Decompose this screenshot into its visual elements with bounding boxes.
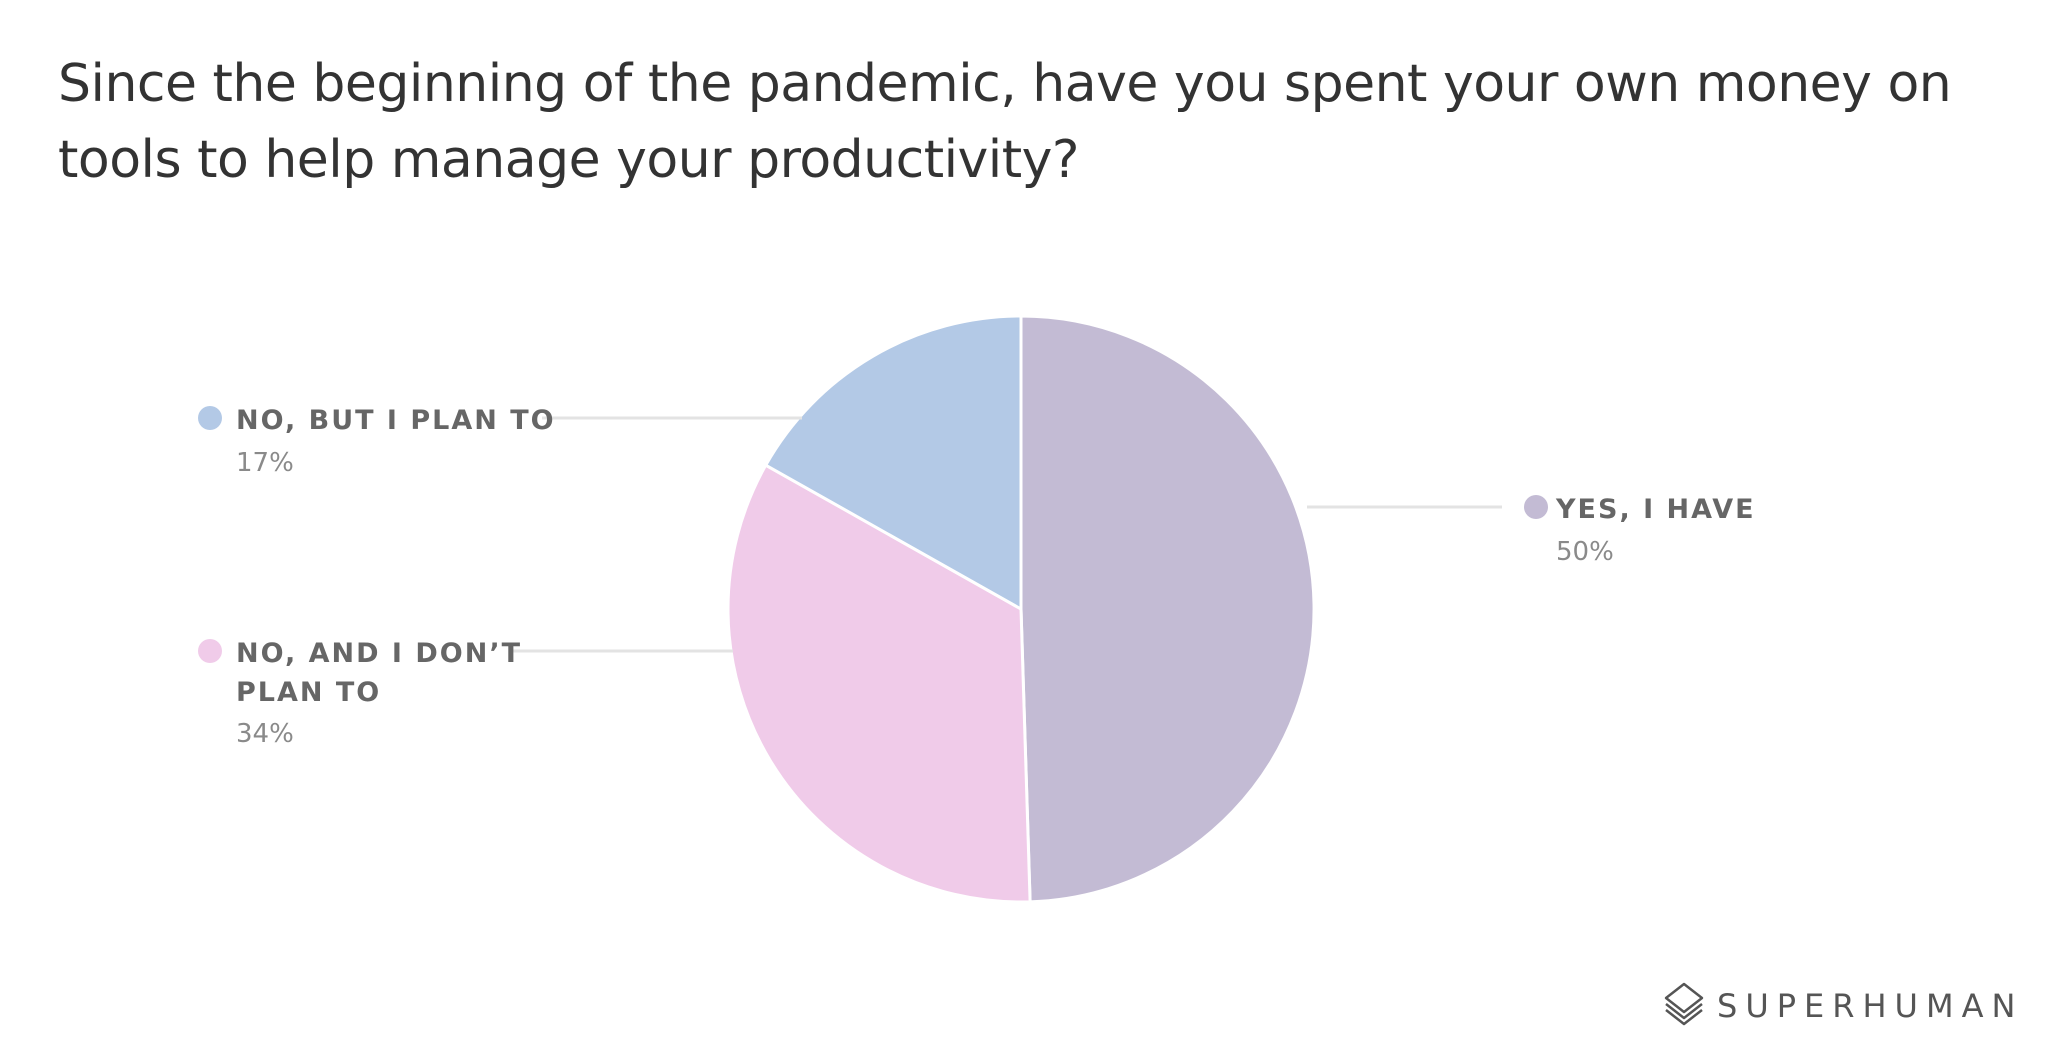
slice-label-yes-i-have: YES, I HAVE [1555,494,1756,525]
chart-title: Since the beginning of the pandemic, hav… [58,54,1952,190]
slice-label-no-but-i-plan-to: NO, BUT I PLAN TO [236,405,556,436]
slice-value-yes-i-have: 50% [1556,537,1614,567]
pie-slice-no-but-i-plan-to[interactable] [764,314,1023,611]
pie-slices [726,314,1316,904]
pie-slice-no-and-i-don-t-plan-to[interactable] [726,463,1032,904]
legend-dot-yes-i-have [1524,495,1548,519]
slice-label-no-and-i-don-t-plan-to: NO, AND I DON’T PLAN TO [236,638,522,708]
legend-dot-no-and-i-don-t-plan-to [198,639,222,663]
legend-dot-no-but-i-plan-to [198,406,222,430]
brand-logo: SUPERHUMAN [1664,982,2023,1026]
brand-name: SUPERHUMAN [1717,987,2023,1025]
slice-value-no-but-i-plan-to: 17% [236,448,294,478]
pie-labels: YES, I HAVE 50% NO, AND I DON’T PLAN TO 34% N… [198,405,1756,749]
slice-value-no-and-i-don-t-plan-to: 34% [236,719,294,749]
pie-slice-yes-i-have[interactable] [1019,314,1316,904]
leader-lines [512,416,1502,653]
layered-diamond-icon [1664,982,1704,1026]
